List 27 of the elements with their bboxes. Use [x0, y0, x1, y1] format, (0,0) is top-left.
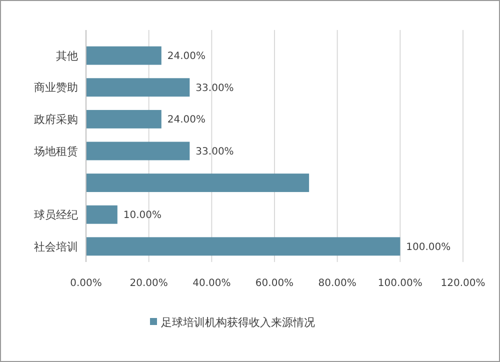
x-tick-label: 120.00% — [440, 278, 486, 289]
text: 100.00% — [406, 242, 451, 253]
bar — [86, 174, 310, 192]
x-tick-label: 100.00% — [378, 278, 422, 289]
bar — [86, 142, 190, 160]
y-tick-label: 其他 — [56, 49, 78, 62]
bar — [86, 205, 118, 224]
y-tick-label: 球员经纪 — [34, 208, 78, 222]
x-tick-label: 60.00% — [255, 278, 294, 289]
y-tick-label: 场地租赁 — [33, 144, 78, 158]
bar — [86, 110, 162, 128]
text: 24.00% — [167, 51, 206, 62]
text: 10.00% — [123, 210, 162, 222]
x-tick-label: 20.00% — [130, 278, 168, 289]
text: 33.00% — [196, 82, 234, 94]
bar — [86, 237, 400, 256]
x-tick-label: 40.00% — [192, 278, 231, 289]
x-tick-label: 80.00% — [318, 278, 356, 289]
text: 33.00% — [196, 146, 234, 158]
bar — [86, 46, 162, 65]
y-tick-label: 社会培训 — [34, 240, 78, 254]
y-tick-label: 商业赞助 — [34, 81, 78, 94]
legend-label: 足球培训机构获得收入来源情况 — [161, 316, 315, 329]
text: 24.00% — [167, 114, 206, 126]
x-tick-label: 0.00% — [70, 278, 102, 289]
bar — [86, 78, 190, 97]
y-tick-label: 政府采购 — [34, 113, 78, 126]
